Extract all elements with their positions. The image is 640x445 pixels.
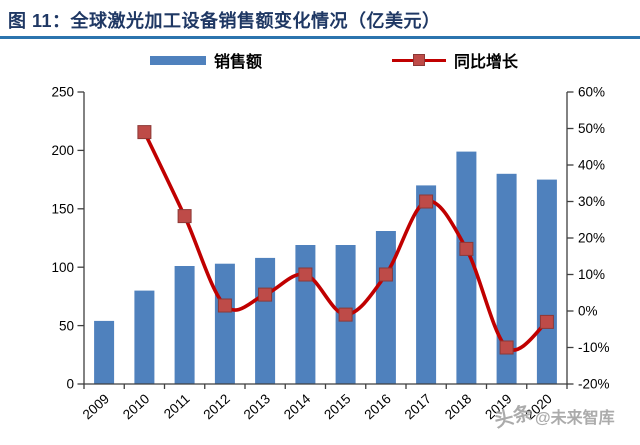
x-label-2015: 2015 <box>321 391 353 422</box>
x-label-2011: 2011 <box>161 391 193 422</box>
x-label-2012: 2012 <box>201 391 233 422</box>
x-label-2010: 2010 <box>120 391 152 422</box>
growth-line-group <box>137 125 554 355</box>
growth-marker-2012 <box>217 298 232 313</box>
y-right-tick-label: 40% <box>578 158 605 173</box>
x-label-2016: 2016 <box>362 391 394 422</box>
title-divider <box>0 36 640 39</box>
legend-item-growth: 同比增长 <box>392 50 519 71</box>
y-left-tick-label: 150 <box>51 202 74 217</box>
y-left-tick-label: 0 <box>66 377 74 392</box>
growth-marker-2018 <box>459 241 474 256</box>
growth-marker-2016 <box>378 267 393 282</box>
bar-2011 <box>174 266 195 384</box>
y-right-tick-label: 10% <box>578 267 605 282</box>
bar-2014 <box>295 245 316 384</box>
bar-2019 <box>496 173 517 384</box>
growth-marker-2014 <box>298 267 313 282</box>
y-right-tick-label: -20% <box>578 377 610 392</box>
watermark-handle: @未来智库 <box>535 409 615 427</box>
legend-item-sales: 销售额 <box>150 50 263 71</box>
bar-2016 <box>375 231 396 384</box>
x-label-2017: 2017 <box>402 391 434 422</box>
bar-2020 <box>536 179 557 384</box>
y-right-tick-label: 20% <box>578 231 605 246</box>
y-right-tick-label: 30% <box>578 194 605 209</box>
growth-marker-2015 <box>338 307 353 322</box>
y-left-tick-label: 100 <box>51 260 74 275</box>
bar-2010 <box>134 290 155 384</box>
y-right-tick-label: 50% <box>578 121 605 136</box>
legend-label-sales: 销售额 <box>214 54 263 71</box>
bar-2012 <box>214 263 235 384</box>
watermark: 头条 @未来智库 <box>493 402 615 433</box>
legend-label-growth: 同比增长 <box>454 54 519 71</box>
y-left-tick-label: 50 <box>59 318 74 333</box>
y-left-tick-label: 200 <box>51 143 74 158</box>
growth-marker-2010 <box>137 125 152 140</box>
growth-marker-2013 <box>258 287 273 302</box>
legend-bar-swatch-icon <box>150 55 206 65</box>
x-label-2009: 2009 <box>80 391 112 422</box>
bar-2017 <box>416 185 437 384</box>
growth-marker-2011 <box>177 209 192 224</box>
x-label-2013: 2013 <box>241 391 273 422</box>
y-right-tick-label: -10% <box>578 340 610 355</box>
bars-group <box>94 151 557 384</box>
watermark-logo: 头条 <box>492 402 535 433</box>
x-label-2018: 2018 <box>442 391 474 422</box>
y-right-tick-label: 60% <box>578 85 605 100</box>
bar-2013 <box>255 257 276 384</box>
bar-2009 <box>94 320 115 384</box>
bar-2018 <box>456 151 477 384</box>
growth-marker-2017 <box>419 194 434 209</box>
growth-marker-2020 <box>539 314 554 329</box>
figure-title: 图 11：全球激光加工设备销售额变化情况（亿美元） <box>8 11 441 31</box>
y-left-tick-label: 250 <box>51 85 74 100</box>
legend-line-swatch-icon <box>392 53 446 67</box>
growth-marker-2019 <box>499 340 514 355</box>
y-right-tick-label: 0% <box>578 304 598 319</box>
x-label-2014: 2014 <box>281 391 314 423</box>
